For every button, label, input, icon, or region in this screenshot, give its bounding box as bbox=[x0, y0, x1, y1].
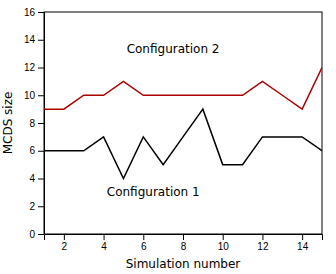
y-tick-label: 2 bbox=[29, 201, 35, 212]
x-tick-label: 4 bbox=[101, 241, 107, 252]
y-tick: 6 bbox=[29, 145, 44, 156]
y-tick: 2 bbox=[29, 201, 44, 212]
x-tick-mark bbox=[64, 234, 65, 240]
x-tick: 6 bbox=[141, 234, 147, 252]
x-axis-title: Simulation number bbox=[126, 257, 241, 271]
y-axis-line bbox=[38, 13, 45, 235]
y-tick: 14 bbox=[24, 34, 44, 45]
y-tick-mark bbox=[38, 123, 44, 124]
x-tick-mark bbox=[262, 234, 263, 240]
y-tick: 0 bbox=[29, 229, 44, 240]
plot-frame bbox=[44, 12, 322, 234]
x-axis: 2 4 6 8 10 12 14 bbox=[45, 234, 323, 252]
x-tick-mark bbox=[143, 234, 144, 240]
chart: 24681012140246810121416Configuration 2Co… bbox=[0, 0, 336, 274]
series-line bbox=[44, 68, 322, 110]
y-tick-mark bbox=[38, 151, 44, 152]
y-axis-title: MCDS size bbox=[1, 92, 15, 155]
x-tick: 14 bbox=[297, 234, 309, 252]
x-tick-label: 14 bbox=[297, 241, 309, 252]
annotation: Configuration 2 bbox=[127, 42, 220, 56]
x-tick-label: 2 bbox=[62, 241, 68, 252]
y-tick: 12 bbox=[24, 62, 44, 73]
x-tick: 10 bbox=[218, 234, 230, 252]
annotations: Configuration 2 Configuration 1 bbox=[107, 42, 220, 199]
y-tick-label: 10 bbox=[24, 90, 36, 101]
annotation: Configuration 1 bbox=[107, 185, 200, 199]
x-tick-mark bbox=[183, 234, 184, 240]
y-tick-mark bbox=[38, 40, 44, 41]
y-tick-label: 14 bbox=[24, 34, 36, 45]
x-tick-label: 8 bbox=[181, 241, 187, 252]
x-tick-label: 10 bbox=[218, 241, 230, 252]
x-tick-mark bbox=[302, 234, 303, 240]
y-tick: 10 bbox=[24, 90, 44, 101]
y-tick: 8 bbox=[29, 118, 44, 129]
y-tick-mark bbox=[38, 179, 44, 180]
y-tick-mark bbox=[38, 12, 44, 13]
y-tick-label: 6 bbox=[29, 145, 35, 156]
y-tick-mark bbox=[38, 206, 44, 207]
plot: 24681012140246810121416Configuration 2Co… bbox=[24, 7, 323, 252]
series-line bbox=[44, 109, 322, 178]
y-tick-label: 0 bbox=[29, 229, 35, 240]
y-tick-mark bbox=[38, 68, 44, 69]
y-tick-label: 8 bbox=[29, 118, 35, 129]
x-tick: 4 bbox=[101, 234, 107, 252]
x-tick: 2 bbox=[62, 234, 68, 252]
x-axis-line bbox=[45, 235, 323, 241]
x-tick-mark bbox=[223, 234, 224, 240]
x-tick: 8 bbox=[181, 234, 187, 252]
y-tick-mark bbox=[38, 95, 44, 96]
y-tick-label: 4 bbox=[29, 173, 35, 184]
y-tick: 4 bbox=[29, 173, 44, 184]
x-tick: 12 bbox=[257, 234, 269, 252]
y-tick-mark bbox=[38, 234, 44, 235]
y-tick: 16 bbox=[24, 7, 44, 18]
x-tick-mark bbox=[104, 234, 105, 240]
y-axis: 0 2 4 6 8 10 12 14 16 bbox=[24, 7, 45, 240]
x-tick-label: 12 bbox=[257, 241, 269, 252]
lines bbox=[44, 68, 322, 179]
y-tick-label: 12 bbox=[24, 62, 36, 73]
y-tick-label: 16 bbox=[24, 7, 36, 18]
x-tick-label: 6 bbox=[141, 241, 147, 252]
